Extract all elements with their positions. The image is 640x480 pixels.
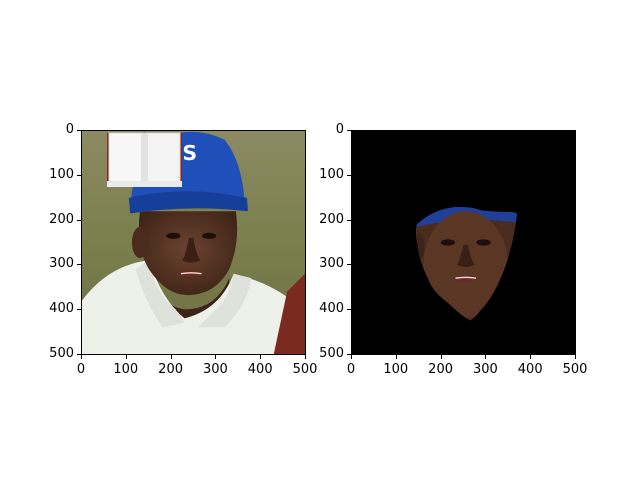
x-tick: [215, 355, 217, 359]
right-image-axes: [351, 130, 576, 355]
y-tick: [77, 354, 81, 355]
x-tick: [530, 355, 532, 359]
x-tick-label: 100: [383, 362, 409, 377]
y-tick-label: 400: [319, 301, 344, 317]
x-tick: [485, 355, 487, 359]
y-tick-label: 300: [49, 256, 74, 272]
left-image-axes: S: [81, 130, 306, 355]
x-tick: [351, 355, 352, 359]
y-tick: [347, 309, 351, 311]
y-tick-label: 200: [319, 211, 344, 227]
x-tick: [260, 355, 262, 359]
y-tick-label: 0: [335, 122, 344, 137]
x-tick-label: 300: [472, 362, 498, 377]
x-tick-label: 0: [76, 362, 86, 377]
y-tick: [77, 309, 81, 311]
y-tick: [347, 354, 351, 355]
y-tick: [77, 219, 81, 221]
y-tick: [77, 130, 81, 131]
y-tick-label: 100: [49, 166, 74, 182]
x-tick-label: 100: [113, 362, 139, 377]
x-tick: [170, 355, 172, 359]
x-tick-label: 500: [292, 362, 318, 377]
y-tick: [77, 264, 81, 266]
x-tick-label: 200: [428, 362, 454, 377]
y-tick-label: 0: [65, 122, 74, 137]
y-tick: [347, 174, 351, 176]
y-tick-label: 200: [49, 211, 74, 227]
x-tick: [305, 355, 306, 359]
y-tick: [77, 174, 81, 176]
x-tick-label: 300: [202, 362, 228, 377]
y-tick-label: 300: [319, 256, 344, 272]
book-icon: [107, 132, 182, 187]
y-tick: [347, 130, 351, 131]
y-tick-label: 400: [49, 301, 74, 317]
x-tick: [575, 355, 576, 359]
x-tick-label: 400: [517, 362, 543, 377]
y-tick-label: 100: [319, 166, 344, 182]
x-tick-label: 500: [562, 362, 588, 377]
photo-original: S: [82, 131, 305, 354]
x-tick-label: 400: [247, 362, 273, 377]
y-tick: [347, 264, 351, 266]
y-tick-label: 500: [319, 346, 344, 361]
y-tick: [347, 219, 351, 221]
masked-face-image: [352, 131, 575, 354]
x-tick: [395, 355, 397, 359]
svg-text:S: S: [182, 141, 197, 165]
y-tick-label: 500: [49, 346, 74, 361]
x-tick-label: 0: [346, 362, 356, 377]
x-tick-label: 200: [158, 362, 184, 377]
x-tick: [81, 355, 82, 359]
x-tick: [440, 355, 442, 359]
x-tick: [125, 355, 127, 359]
